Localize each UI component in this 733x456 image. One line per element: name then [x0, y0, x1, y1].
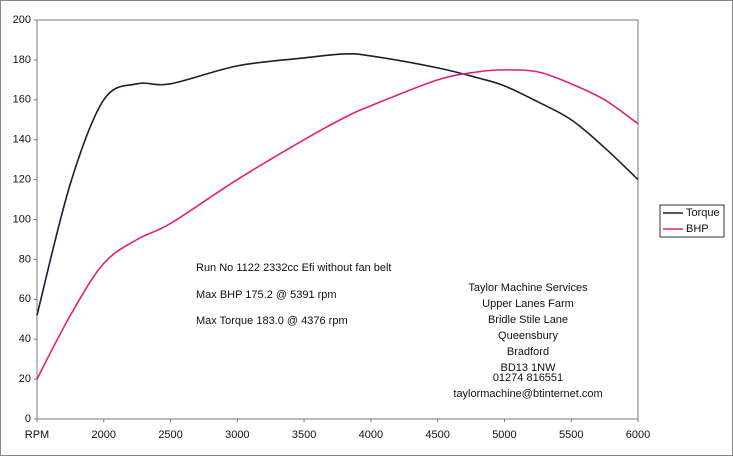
y-tick-label: 140 [13, 134, 31, 146]
x-tick-label: 4500 [425, 429, 449, 441]
x-tick-label: RPM [25, 429, 49, 441]
contact-line: BD13 1NW [500, 362, 556, 374]
y-tick-label: 100 [13, 213, 31, 225]
x-tick-label: 3000 [225, 429, 249, 441]
y-tick-label: 200 [13, 14, 31, 26]
annotation: Max Torque 183.0 @ 4376 rpm [196, 315, 348, 327]
contact-line: Upper Lanes Farm [482, 298, 574, 310]
x-tick-label: 6000 [626, 429, 650, 441]
y-tick-label: 40 [19, 333, 31, 345]
contact-line: taylormachine@btinternet.com [453, 388, 602, 400]
contact-line: Queensbury [498, 330, 558, 342]
line [36, 52, 639, 316]
annotation: Max BHP 175.2 @ 5391 rpm [196, 289, 337, 301]
legend-label: BHP [686, 223, 709, 235]
line [36, 69, 639, 380]
x-tick-label: 2500 [158, 429, 182, 441]
x-tick-label: 5500 [559, 429, 583, 441]
contact-line: Bridle Stile Lane [488, 314, 568, 326]
y-tick-label: 120 [13, 174, 31, 186]
y-tick-label: 20 [19, 373, 31, 385]
legend [659, 204, 725, 238]
y-tick-label: 0 [25, 413, 31, 425]
legend-label: Torque [686, 207, 720, 219]
x-tick-label: 5000 [492, 429, 516, 441]
x-tick-label: 4000 [359, 429, 383, 441]
contact-line: Bradford [507, 346, 549, 358]
contact-line: 01274 816551 [493, 372, 563, 384]
x-tick-label: 2000 [92, 429, 116, 441]
y-tick-label: 80 [19, 253, 31, 265]
y-tick-label: 180 [13, 54, 31, 66]
contact-line: Taylor Machine Services [468, 282, 588, 294]
y-tick-label: 60 [19, 293, 31, 305]
y-tick-label: 160 [13, 94, 31, 106]
x-tick-label: 3500 [292, 429, 316, 441]
annotation: Run No 1122 2332cc Efi without fan belt [196, 262, 391, 274]
